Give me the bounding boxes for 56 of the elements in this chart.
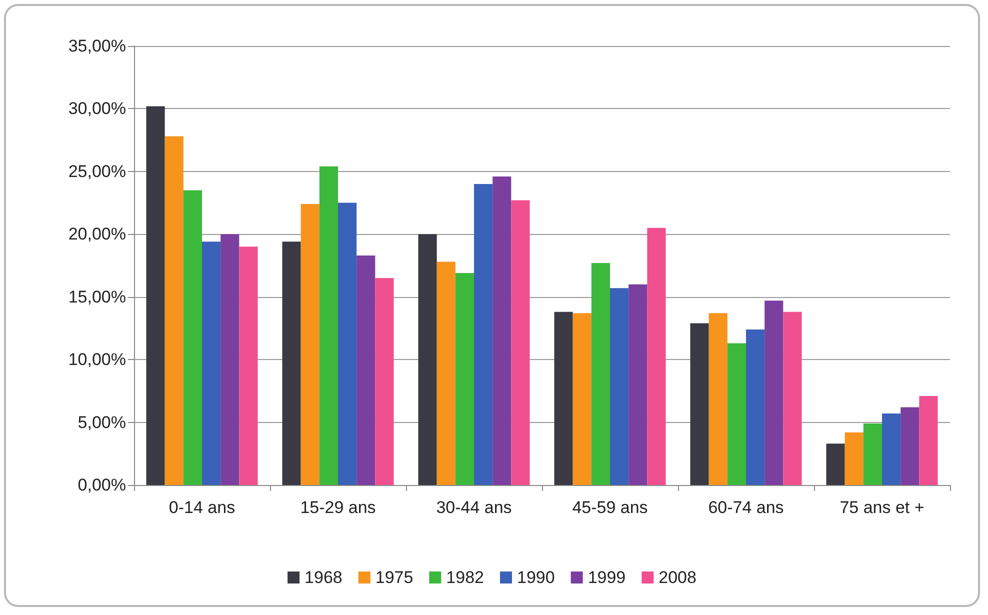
x-tick-label: 75 ans et + — [840, 498, 924, 517]
y-tick-label: 10,00% — [68, 350, 126, 370]
bar — [690, 323, 709, 485]
legend-label: 2008 — [658, 568, 696, 587]
legend-label: 1968 — [304, 568, 342, 587]
bar — [282, 242, 301, 485]
bar — [764, 300, 784, 485]
bar — [146, 106, 165, 485]
bar — [628, 284, 648, 485]
bar — [572, 313, 592, 485]
y-tick-label: 20,00% — [68, 224, 126, 244]
x-tick-label: 30-44 ans — [436, 498, 512, 517]
bar — [919, 396, 938, 485]
bar — [746, 329, 765, 485]
x-tick-label: 60-74 ans — [708, 498, 784, 517]
bar — [882, 414, 901, 485]
bar — [319, 166, 338, 485]
legend-label: 1990 — [517, 568, 555, 587]
bar — [418, 234, 437, 485]
y-tick-label: 30,00% — [68, 99, 126, 118]
bar — [647, 228, 666, 485]
x-tick-label: 0-14 ans — [168, 498, 236, 517]
x-tick-label: 45-59 ans — [572, 498, 648, 517]
x-tick-label: 15-29 ans — [300, 498, 376, 517]
legend-label: 1975 — [375, 568, 414, 587]
y-tick-label: 35,00% — [68, 36, 126, 56]
bar — [455, 273, 474, 485]
bar — [511, 200, 530, 485]
bar — [338, 202, 357, 485]
bar — [783, 312, 802, 485]
bar — [183, 190, 202, 485]
bar — [708, 313, 728, 485]
legend-label: 1999 — [588, 568, 626, 587]
bar — [492, 176, 512, 485]
bar — [863, 424, 882, 485]
bar — [356, 255, 376, 485]
bar — [239, 246, 258, 485]
bar — [474, 184, 493, 485]
bar — [554, 312, 573, 485]
y-tick-label: 25,00% — [68, 162, 126, 181]
y-tick-label: 0,00% — [78, 476, 126, 494]
bar — [900, 407, 920, 485]
bar — [844, 432, 864, 485]
legend-label: 1982 — [446, 568, 484, 587]
y-tick-label: 15,00% — [68, 287, 126, 306]
bar — [300, 204, 320, 485]
bar — [220, 234, 240, 485]
bar — [375, 278, 394, 485]
bar — [436, 262, 456, 485]
bar — [202, 242, 221, 485]
bar — [826, 444, 845, 485]
bar — [591, 262, 610, 485]
bar — [727, 343, 746, 485]
bar — [164, 136, 184, 485]
bar — [610, 288, 629, 485]
y-tick-label: 5,00% — [78, 412, 126, 432]
